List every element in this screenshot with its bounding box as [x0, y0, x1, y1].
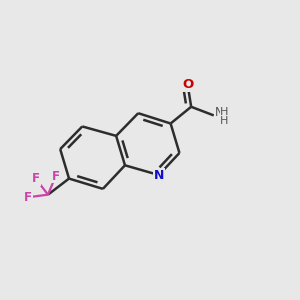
Text: N: N — [214, 106, 224, 119]
Text: F: F — [32, 172, 40, 185]
Text: H: H — [220, 116, 229, 126]
Text: H: H — [220, 107, 229, 118]
Text: O: O — [182, 78, 193, 91]
Text: F: F — [24, 191, 32, 204]
Text: N: N — [154, 169, 164, 182]
Text: F: F — [52, 170, 60, 183]
